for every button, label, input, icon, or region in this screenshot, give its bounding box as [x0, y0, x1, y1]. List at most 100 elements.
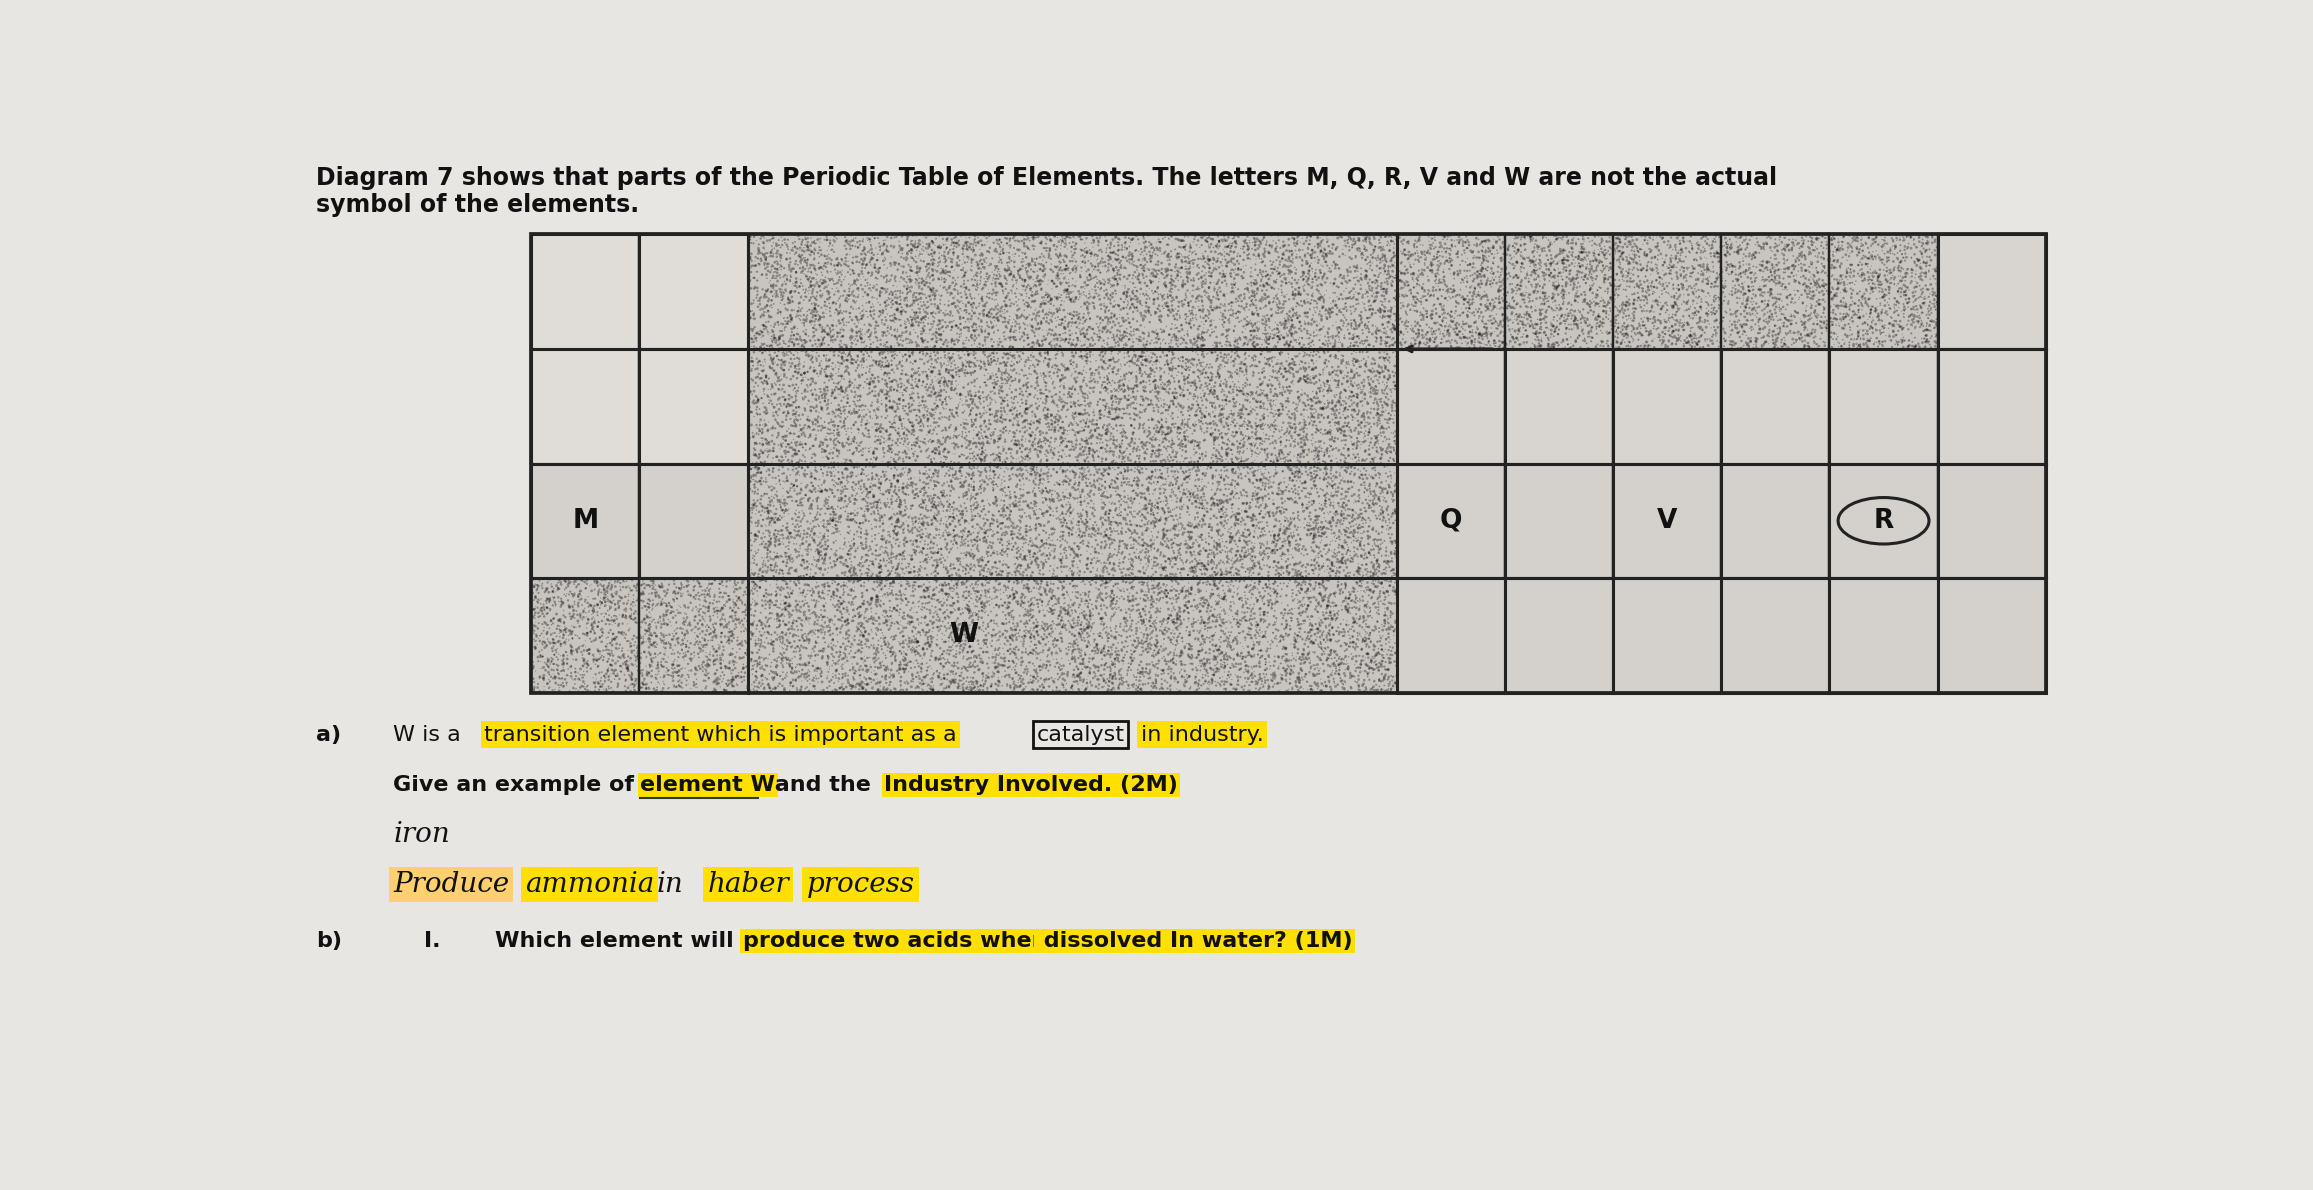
Point — [1235, 334, 1272, 353]
Point — [916, 243, 953, 262]
Point — [1705, 660, 1742, 679]
Point — [1168, 236, 1205, 255]
Point — [1129, 536, 1166, 555]
Point — [1508, 459, 1545, 478]
Point — [1050, 283, 1087, 302]
Point — [1797, 462, 1834, 481]
Point — [1237, 250, 1274, 269]
Point — [911, 267, 948, 286]
Point — [1788, 481, 1825, 500]
Point — [1302, 284, 1339, 303]
Point — [849, 470, 886, 489]
Point — [1432, 409, 1469, 428]
Point — [1050, 421, 1087, 440]
Point — [611, 364, 648, 383]
Point — [1725, 639, 1763, 658]
Point — [1996, 289, 2033, 308]
Point — [525, 605, 562, 624]
Point — [1117, 589, 1154, 608]
Point — [1050, 361, 1087, 380]
Point — [1874, 412, 1911, 431]
Point — [1376, 581, 1413, 600]
Point — [1187, 364, 1224, 383]
Point — [1797, 621, 1834, 640]
Point — [1372, 257, 1409, 276]
Point — [1735, 280, 1772, 299]
Point — [1802, 560, 1839, 580]
Point — [1728, 416, 1765, 436]
Point — [1406, 415, 1443, 434]
Point — [1640, 424, 1677, 443]
Point — [1029, 615, 1066, 634]
Point — [1032, 600, 1069, 619]
Point — [752, 558, 789, 577]
Point — [1089, 236, 1126, 255]
Point — [967, 570, 1004, 589]
Point — [1510, 461, 1547, 480]
Point — [786, 401, 823, 420]
Point — [828, 544, 865, 563]
Point — [1198, 413, 1235, 432]
Point — [1372, 651, 1409, 670]
Point — [1138, 602, 1175, 621]
Point — [1580, 295, 1617, 314]
Point — [916, 383, 953, 402]
Point — [1473, 274, 1510, 293]
Point — [1129, 480, 1166, 499]
Point — [1527, 255, 1564, 274]
Point — [578, 413, 615, 432]
Point — [1455, 669, 1492, 688]
Point — [1198, 449, 1235, 468]
Point — [1753, 259, 1790, 278]
Point — [1018, 407, 1055, 426]
Point — [1587, 405, 1624, 424]
Point — [567, 275, 604, 294]
Point — [1406, 521, 1443, 540]
Point — [1735, 613, 1772, 632]
Point — [897, 240, 934, 259]
Point — [793, 345, 830, 364]
Point — [738, 271, 775, 290]
Point — [754, 336, 791, 355]
Point — [1212, 484, 1249, 503]
Point — [1760, 269, 1797, 288]
Point — [907, 500, 944, 519]
Point — [1760, 625, 1797, 644]
Point — [865, 521, 902, 540]
Point — [1776, 538, 1813, 557]
Point — [518, 455, 555, 474]
Point — [1207, 414, 1244, 433]
Point — [948, 502, 985, 521]
Point — [1492, 383, 1529, 402]
Point — [1749, 496, 1786, 515]
Point — [1735, 378, 1772, 397]
Point — [1857, 319, 1894, 338]
Point — [893, 531, 930, 550]
Point — [1719, 497, 1756, 516]
Point — [1705, 500, 1742, 519]
Point — [2001, 375, 2038, 394]
Point — [1587, 681, 1624, 700]
Point — [1050, 596, 1087, 615]
Point — [1471, 296, 1508, 315]
Point — [1404, 351, 1441, 370]
Point — [1497, 556, 1534, 575]
Point — [724, 269, 761, 288]
Point — [1931, 351, 1968, 370]
Point — [1295, 524, 1332, 543]
Point — [819, 249, 856, 268]
Point — [1420, 307, 1457, 326]
Point — [1795, 650, 1832, 669]
Point — [1406, 602, 1443, 621]
Point — [1372, 430, 1409, 449]
Point — [1480, 621, 1517, 640]
Point — [1832, 336, 1869, 355]
Point — [1358, 551, 1395, 570]
Point — [1191, 425, 1228, 444]
Point — [1908, 331, 1945, 350]
Point — [1004, 327, 1041, 346]
Point — [1268, 650, 1305, 669]
Point — [1184, 300, 1221, 319]
Point — [1274, 236, 1311, 255]
Point — [999, 549, 1036, 568]
